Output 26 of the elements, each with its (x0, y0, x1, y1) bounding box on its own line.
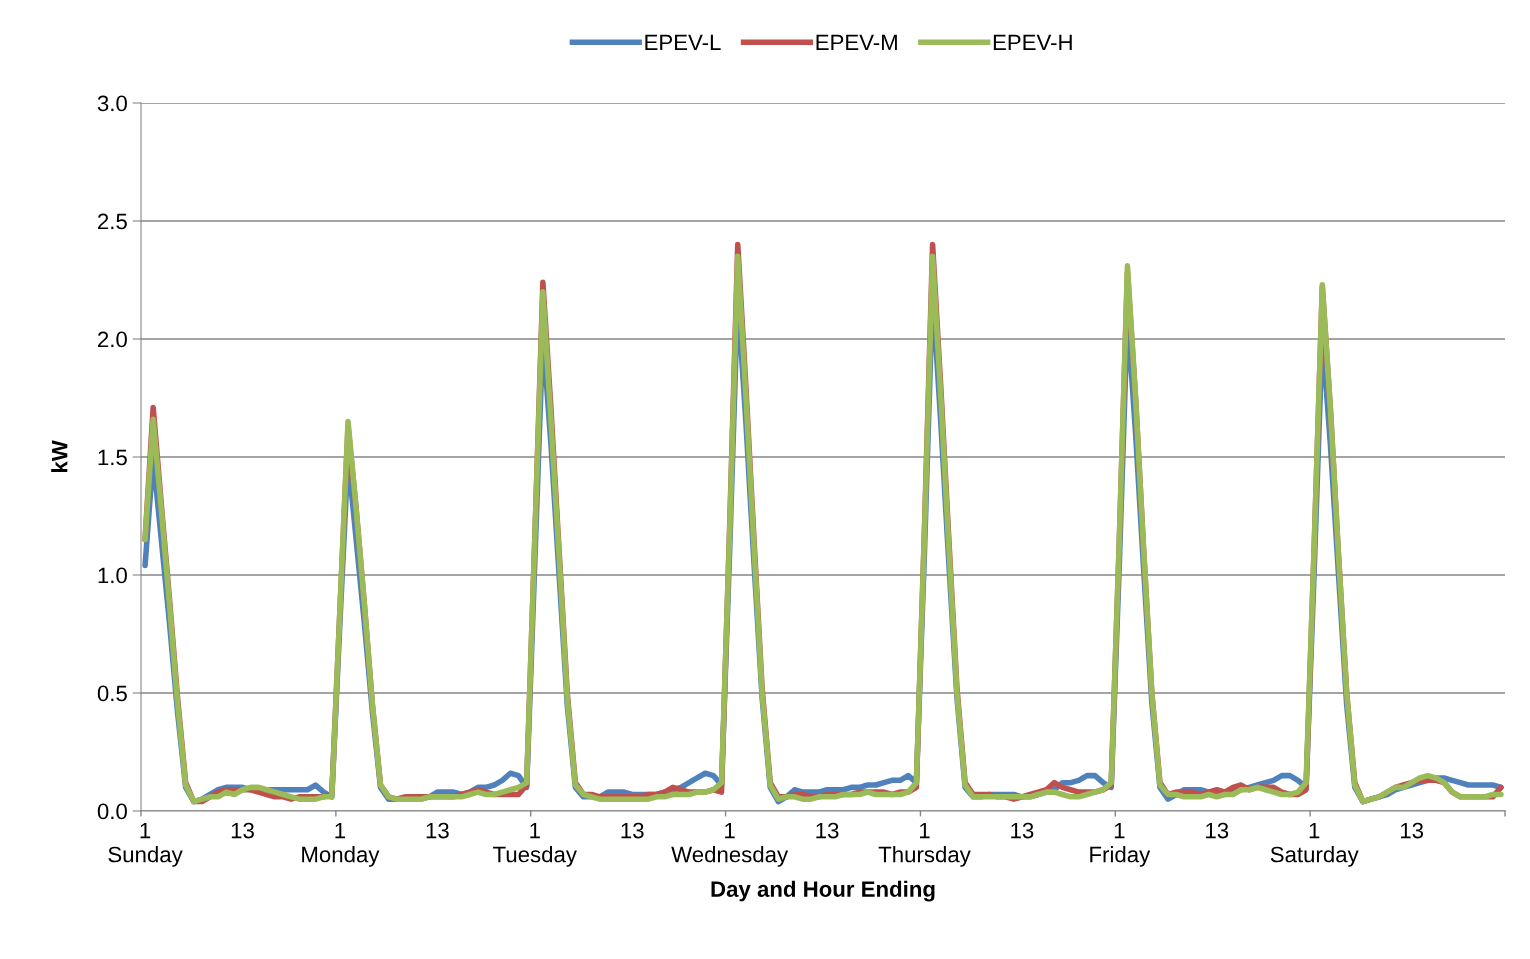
legend-label: EPEV-H (993, 34, 1072, 51)
y-tick-label: 0.5 (97, 685, 127, 702)
x-tick-label: 1 Saturday (1270, 822, 1359, 867)
x-tick-label: 1 Friday (1090, 822, 1151, 867)
x-tick-label: 13 (1206, 822, 1229, 839)
x-tick-label: 13 (426, 822, 449, 839)
x-tick-label: 13 (231, 822, 254, 839)
x-tick-label: 13 (621, 822, 644, 839)
x-tick-label: 13 (816, 822, 839, 839)
x-tick-label: 1 Monday (302, 822, 380, 867)
x-tick-label: 13 (1400, 822, 1424, 839)
x-tick-label: 1 Tuesday (493, 822, 577, 867)
y-axis-title: kW (51, 440, 68, 473)
x-tick-label: 1 Wednesday (671, 822, 789, 867)
x-tick-label: 1 Sunday (108, 822, 183, 867)
x-tick-label: 13 (1011, 822, 1034, 839)
y-tick-label: 3.0 (97, 95, 127, 112)
x-tick-label: 1 Thursday (878, 822, 971, 867)
y-tick-label: 2.5 (98, 213, 127, 230)
legend-label: EPEV-M (816, 34, 897, 51)
y-tick-label: 0.0 (97, 803, 127, 820)
legend-label: EPEV-L (645, 34, 721, 51)
y-tick-label: 1.5 (98, 449, 127, 466)
x-axis-title: Day and Hour Ending (711, 880, 935, 902)
y-tick-label: 1.0 (98, 567, 127, 584)
y-tick-label: 2.0 (98, 331, 127, 348)
